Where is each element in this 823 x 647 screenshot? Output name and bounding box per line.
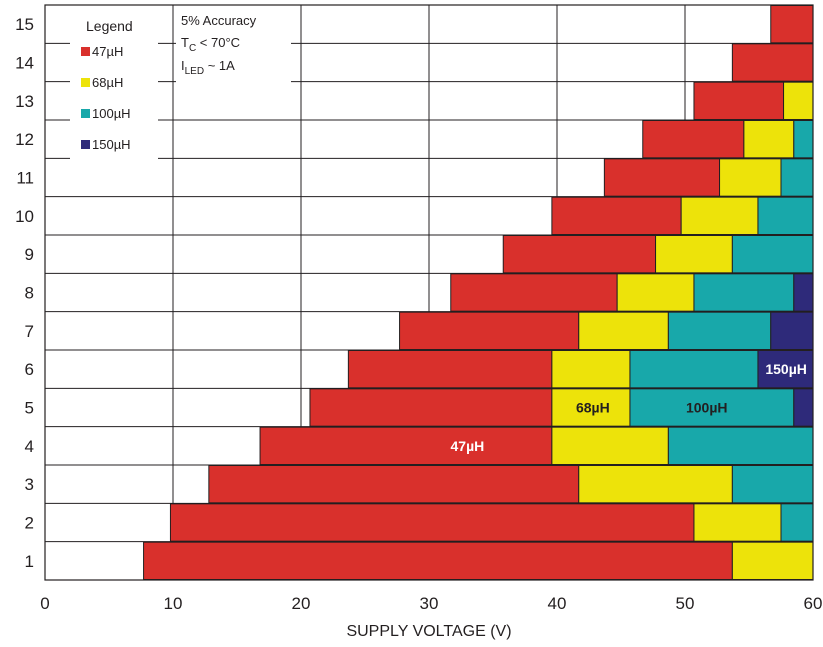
bar-segment-100h-row-7	[667, 311, 772, 350]
annotation-line-current: ILED ~ 1A	[181, 58, 235, 77]
y-tick-label: 11	[16, 169, 34, 188]
bar-segment-100h-row-4	[667, 426, 814, 465]
annotation-current-value: ~ 1A	[204, 58, 235, 73]
bar-segment-47h-row-15	[770, 5, 814, 44]
legend-item-label: 47µH	[92, 44, 123, 59]
x-tick-label: 60	[804, 594, 823, 613]
annotation-temperature-subscript: C	[189, 43, 196, 54]
bar-segment-47h-row-14	[731, 43, 814, 82]
legend-title: Legend	[86, 18, 133, 34]
legend: Legend 47µH 68µH 100µH 150µH	[70, 7, 158, 159]
annotation-current-symbol: I	[181, 58, 185, 73]
bar-segment-68h-row-10	[680, 196, 759, 236]
y-tick-label: 4	[25, 437, 34, 456]
x-tick-label: 0	[40, 594, 49, 613]
legend-swatch	[81, 78, 90, 87]
x-tick-label: 20	[292, 594, 311, 613]
y-tick-label: 1	[25, 552, 34, 571]
legend-item-label: 150µH	[92, 137, 131, 152]
bar-segment-68h-row-9	[655, 235, 733, 274]
y-tick-label: 14	[15, 54, 34, 73]
bar-segment-68h-row-12	[743, 120, 795, 159]
x-tick-label: 40	[548, 594, 567, 613]
bar-segment-68h-row-6	[551, 350, 631, 389]
y-tick-label: 3	[25, 475, 34, 494]
annotation-line-temperature: TC < 70°C	[181, 35, 240, 54]
y-tick-label: 12	[15, 130, 34, 149]
bar-segment-150h-row-7	[770, 311, 814, 350]
bar-segment-47h-row-5	[309, 388, 553, 427]
bar-segment-150h-row-8	[793, 273, 814, 312]
annotation-box	[176, 7, 291, 85]
bar-segment-68h-row-13	[783, 81, 814, 120]
x-tick-label: 50	[676, 594, 695, 613]
bars-layer	[143, 5, 814, 581]
annotation-line-accuracy: 5% Accuracy	[181, 13, 257, 28]
x-axis-label: SUPPLY VOLTAGE (V)	[346, 623, 511, 640]
bar-segment-100h-row-6	[629, 350, 759, 389]
y-tick-label: 13	[15, 92, 34, 111]
y-tick-label: 6	[25, 360, 34, 379]
y-tick-label: 15	[15, 15, 34, 34]
legend-item-label: 100µH	[92, 106, 131, 121]
legend-swatch	[81, 109, 90, 118]
bar-segment-68h-row-11	[719, 158, 782, 197]
annotation-current-subscript: LED	[185, 66, 204, 77]
bar-segment-47h-row-9	[502, 235, 657, 274]
y-tick-label: 2	[25, 514, 34, 533]
annotation-temperature-symbol: T	[181, 35, 189, 50]
bar-segment-150h-row-6	[757, 350, 814, 389]
bar-segment-150h-row-5	[793, 388, 814, 427]
bar-segment-100h-row-5	[629, 388, 795, 427]
annotation: 5% Accuracy TC < 70°C ILED ~ 1A	[176, 7, 291, 85]
bar-segment-68h-row-1	[731, 541, 814, 581]
y-tick-label: 5	[25, 399, 34, 418]
bar-segment-47h-row-4	[259, 426, 553, 465]
bar-segment-100h-row-10	[757, 196, 814, 236]
bar-data-label: 150µH	[765, 361, 807, 377]
legend-swatch	[81, 47, 90, 56]
bar-segment-100h-row-3	[731, 465, 814, 504]
y-tick-label: 8	[25, 284, 34, 303]
bar-segment-68h-row-7	[578, 311, 669, 350]
bar-data-label: 47µH	[451, 438, 485, 454]
bar-segment-100h-row-11	[780, 158, 814, 197]
bar-segment-100h-row-8	[693, 273, 795, 312]
bar-segment-47h-row-11	[603, 158, 721, 197]
bar-labels-layer: 47µH 68µH 100µH 150µH	[451, 361, 807, 454]
x-tick-label: 10	[164, 594, 183, 613]
y-tick-label: 10	[15, 207, 34, 226]
y-tick-label: 9	[25, 245, 34, 264]
bar-data-label: 100µH	[686, 400, 728, 416]
y-tick-label: 7	[25, 322, 34, 341]
plot-frame	[44, 4, 814, 581]
bar-segment-68h-row-2	[693, 503, 782, 542]
legend-swatch	[81, 140, 90, 149]
annotation-temperature-value: < 70°C	[196, 35, 240, 50]
bar-segment-68h-row-8	[616, 273, 695, 312]
bar-segment-47h-row-12	[642, 120, 745, 159]
bar-segment-47h-row-10	[551, 196, 682, 236]
bar-segment-47h-row-3	[208, 465, 580, 504]
bar-segment-68h-row-3	[578, 465, 733, 504]
bar-segment-100h-row-9	[731, 235, 814, 274]
legend-item-label: 68µH	[92, 75, 123, 90]
bar-segment-100h-row-12	[793, 120, 814, 159]
bar-segment-47h-row-1	[143, 541, 733, 581]
x-tick-label: 30	[420, 594, 439, 613]
bar-segment-100h-row-2	[780, 503, 814, 542]
bar-segment-47h-row-13	[693, 81, 785, 120]
bar-segment-47h-row-7	[399, 311, 580, 350]
bar-segment-47h-row-8	[450, 273, 618, 312]
bar-segment-47h-row-6	[347, 350, 553, 389]
bar-segment-47h-row-2	[169, 503, 695, 542]
bar-segment-68h-row-4	[551, 426, 669, 465]
bar-data-label: 68µH	[576, 400, 610, 416]
